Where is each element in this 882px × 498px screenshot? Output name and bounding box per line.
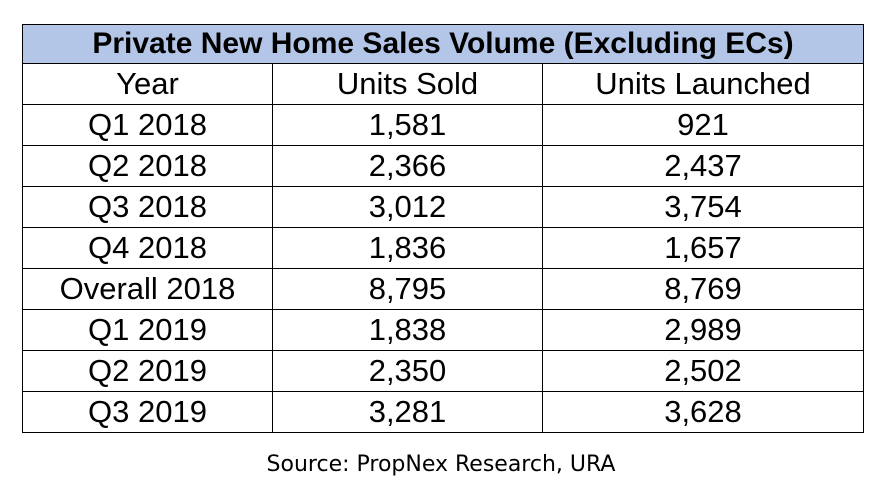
- cell-units-launched: 8,769: [542, 268, 864, 310]
- table-row: Q3 2018 3,012 3,754: [22, 186, 864, 228]
- cell-year: Q1 2019: [22, 309, 273, 351]
- sales-volume-table: Private New Home Sales Volume (Excluding…: [22, 24, 864, 433]
- cell-year: Overall 2018: [22, 268, 273, 310]
- table-body: Q1 2018 1,581 921 Q2 2018 2,366 2,437 Q3…: [22, 104, 864, 433]
- table-title-row: Private New Home Sales Volume (Excluding…: [22, 24, 864, 64]
- cell-units-launched: 3,628: [542, 391, 864, 433]
- cell-year: Q4 2018: [22, 227, 273, 269]
- cell-year: Q2 2018: [22, 145, 273, 187]
- table-row: Q3 2019 3,281 3,628: [22, 391, 864, 433]
- cell-units-sold: 1,838: [272, 309, 543, 351]
- cell-year: Q3 2018: [22, 186, 273, 228]
- cell-units-sold: 1,581: [272, 104, 543, 146]
- table-row: Q2 2018 2,366 2,437: [22, 145, 864, 187]
- cell-units-sold: 3,281: [272, 391, 543, 433]
- cell-units-launched: 2,437: [542, 145, 864, 187]
- table-row: Q4 2018 1,836 1,657: [22, 227, 864, 269]
- cell-year: Q3 2019: [22, 391, 273, 433]
- cell-units-launched: 2,989: [542, 309, 864, 351]
- cell-units-launched: 3,754: [542, 186, 864, 228]
- table-row: Q1 2019 1,838 2,989: [22, 309, 864, 351]
- cell-year: Q1 2018: [22, 104, 273, 146]
- cell-units-sold: 8,795: [272, 268, 543, 310]
- sales-volume-table-container: Private New Home Sales Volume (Excluding…: [22, 24, 864, 433]
- cell-year: Q2 2019: [22, 350, 273, 392]
- cell-units-launched: 921: [542, 104, 864, 146]
- column-header-year: Year: [22, 63, 273, 105]
- table-header-row: Year Units Sold Units Launched: [22, 63, 864, 105]
- table-title: Private New Home Sales Volume (Excluding…: [22, 24, 864, 64]
- cell-units-launched: 2,502: [542, 350, 864, 392]
- cell-units-sold: 1,836: [272, 227, 543, 269]
- table-row: Q2 2019 2,350 2,502: [22, 350, 864, 392]
- cell-units-sold: 3,012: [272, 186, 543, 228]
- cell-units-sold: 2,366: [272, 145, 543, 187]
- column-header-units-launched: Units Launched: [542, 63, 864, 105]
- table-row: Overall 2018 8,795 8,769: [22, 268, 864, 310]
- column-header-units-sold: Units Sold: [272, 63, 543, 105]
- source-caption: Source: PropNex Research, URA: [266, 452, 616, 477]
- cell-units-sold: 2,350: [272, 350, 543, 392]
- table-row: Q1 2018 1,581 921: [22, 104, 864, 146]
- cell-units-launched: 1,657: [542, 227, 864, 269]
